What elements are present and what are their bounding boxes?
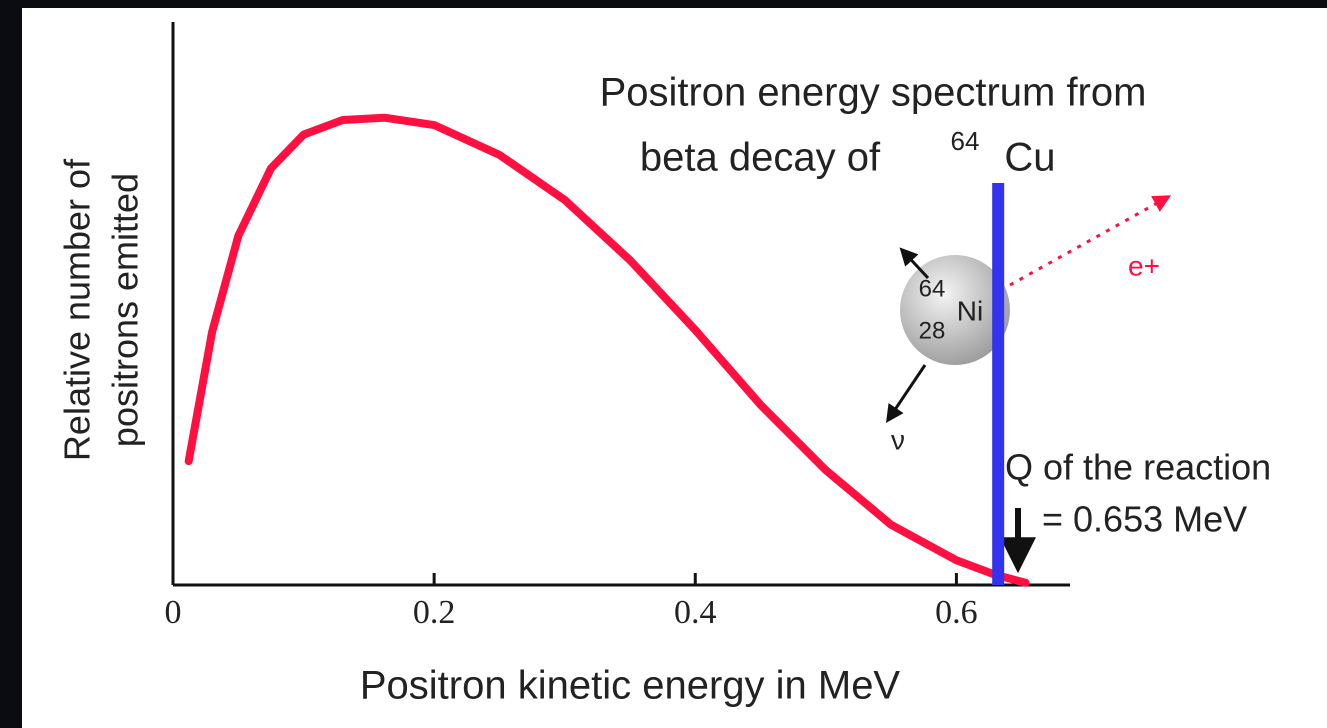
panel xyxy=(22,8,1327,728)
x-label: Positron kinetic energy in MeV xyxy=(360,664,901,708)
nucleus-symbol: Ni xyxy=(957,295,983,326)
spectrum-line xyxy=(184,113,1030,587)
title-symbol: Cu xyxy=(1004,136,1055,180)
x-tick-label: 0.4 xyxy=(674,594,717,631)
positron-arrow xyxy=(1009,195,1172,287)
y-label: Relative number of xyxy=(57,158,98,461)
positron-label: e+ xyxy=(1128,250,1160,281)
title-line: beta decay of xyxy=(640,136,881,180)
title-mass: 64 xyxy=(951,126,980,156)
x-tick-label: 0.6 xyxy=(935,594,978,631)
neutrino-arrow xyxy=(885,364,927,423)
x-tick-label: 0 xyxy=(165,594,182,631)
title-line: Positron energy spectrum from xyxy=(600,71,1147,115)
nucleus-mass: 64 xyxy=(919,275,946,302)
nucleus-z: 28 xyxy=(919,317,946,344)
y-label: positrons emitted xyxy=(105,173,146,447)
nucleus xyxy=(900,255,1010,365)
x-tick-label: 0.2 xyxy=(413,594,456,631)
annotation: = 0.653 MeV xyxy=(1042,499,1247,540)
recoil-arrow xyxy=(899,247,930,280)
neutrino-label: ν xyxy=(891,424,905,455)
annotation: Q of the reaction xyxy=(1005,447,1271,488)
